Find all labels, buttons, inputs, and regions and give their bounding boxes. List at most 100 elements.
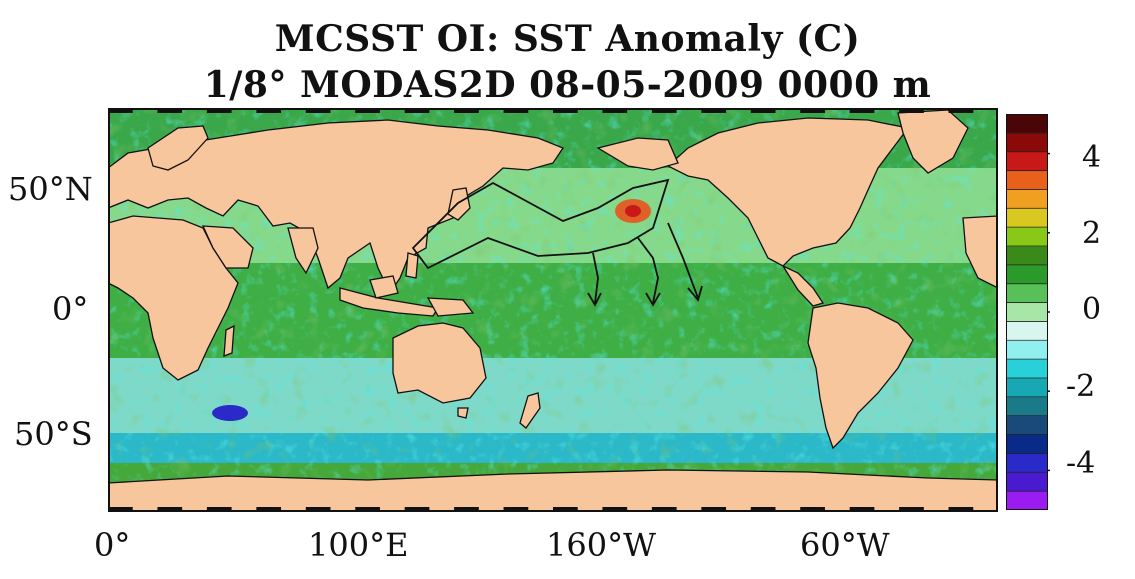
land-borneo xyxy=(369,275,399,299)
colorbar-swatch xyxy=(1006,264,1048,285)
land-indonesia xyxy=(339,287,440,317)
land-madagascar xyxy=(223,324,235,357)
border-checker-segment xyxy=(355,108,380,113)
kuroshio-path-lines xyxy=(411,178,703,307)
lon-label-60w: 60°W xyxy=(800,526,890,564)
arrowhead-1 xyxy=(587,292,602,307)
land-philippines xyxy=(405,252,419,279)
land-masses xyxy=(108,109,998,512)
colorbar-label-neg2: -2 xyxy=(1066,369,1096,404)
map-subtitle: 1/8° MODAS2D 08-05-2009 0000 m xyxy=(203,64,932,106)
colorbar-swatch xyxy=(1006,114,1048,134)
sst-anomaly-map xyxy=(108,108,998,512)
border-checker-segment xyxy=(108,507,133,512)
colorbar-swatch xyxy=(1006,453,1048,473)
land-alaska xyxy=(596,137,679,171)
border-checker-segment xyxy=(750,108,776,113)
border-checker-segment xyxy=(157,507,183,512)
border-checker-segment xyxy=(454,108,479,113)
colorbar-border xyxy=(1006,114,1048,510)
colorbar-swatch xyxy=(1006,208,1048,228)
current-arrow-1 xyxy=(592,252,599,304)
border-checker-segment xyxy=(355,507,380,512)
border-checker-segment xyxy=(651,507,677,512)
land-new-guinea xyxy=(426,297,475,317)
land-north-america xyxy=(666,117,910,267)
border-checker-segment xyxy=(899,108,924,113)
border-checker-segment xyxy=(899,507,924,512)
border-checker-segment xyxy=(701,507,727,512)
colorbar-swatch xyxy=(1006,321,1048,341)
border-checker-segment xyxy=(256,507,282,512)
border-checker-segment xyxy=(404,108,430,113)
land-central-america xyxy=(781,264,825,307)
border-checker-segment xyxy=(553,507,578,512)
land-scandinavia xyxy=(147,125,209,171)
land-india xyxy=(287,227,319,275)
border-checker-segment xyxy=(800,507,825,512)
land-arabia xyxy=(201,225,254,269)
arrowhead-3 xyxy=(687,285,703,302)
colorbar-swatch xyxy=(1006,396,1048,417)
land-africa xyxy=(108,215,239,381)
border-checker-segment xyxy=(404,507,430,512)
land-eurasia xyxy=(108,119,564,295)
land-japan xyxy=(447,187,471,221)
border-checker-segment xyxy=(108,108,133,113)
border-checker-segment xyxy=(305,507,331,512)
lon-label-100e: 100°E xyxy=(308,526,409,564)
colorbar-label-2: 2 xyxy=(1082,216,1102,251)
border-checker-segment xyxy=(553,108,578,113)
colorbar-label-0: 0 xyxy=(1082,292,1102,327)
border-checker-segment xyxy=(305,108,331,113)
colorbar-swatch xyxy=(1006,151,1048,172)
border-checker-segment xyxy=(256,108,282,113)
land-south-america xyxy=(807,302,914,450)
colorbar-label-4: 4 xyxy=(1082,140,1102,175)
colorbar-swatch xyxy=(1006,472,1048,492)
colorbar-swatch xyxy=(1006,170,1048,190)
land-australia xyxy=(392,322,487,404)
colorbar-swatch xyxy=(1006,434,1048,454)
lat-label-50n: 50°N xyxy=(8,170,93,208)
land-antarctica xyxy=(108,469,998,512)
border-checker-segment xyxy=(651,108,677,113)
current-arrow-3 xyxy=(667,222,699,299)
border-checker-segment xyxy=(157,108,183,113)
map-title: MCSST OI: SST Anomaly (C) xyxy=(274,18,861,60)
border-checker-segment xyxy=(454,507,479,512)
lon-label-160w: 160°W xyxy=(546,526,656,564)
lat-label-50s: 50°S xyxy=(14,415,93,453)
border-checker-segment xyxy=(602,108,628,113)
border-checker-segment xyxy=(948,507,974,512)
colorbar-swatch xyxy=(1006,132,1048,153)
border-checker-segment xyxy=(849,507,875,512)
colorbar-swatch xyxy=(1006,378,1048,398)
colorbar-swatch xyxy=(1006,227,1048,247)
anomaly-south-indian-cold xyxy=(212,405,248,421)
map-border-checker-top xyxy=(108,108,974,113)
anomaly-north-pacific-warm-2 xyxy=(625,205,641,217)
border-checker-segment xyxy=(602,507,628,512)
colorbar-swatch xyxy=(1006,246,1048,266)
land-africa-wrap xyxy=(962,215,998,289)
border-checker-segment xyxy=(948,108,974,113)
arrowhead-2 xyxy=(645,292,661,307)
colorbar-swatch xyxy=(1006,415,1048,436)
colorbar-swatch xyxy=(1006,340,1048,360)
border-checker-segment xyxy=(849,108,875,113)
border-checker-segment xyxy=(206,507,232,512)
map-border-checker-bottom xyxy=(108,507,974,512)
border-checker-segment xyxy=(503,507,529,512)
land-new-zealand xyxy=(519,392,541,429)
current-loop xyxy=(411,178,670,270)
colorbar-swatch xyxy=(1006,491,1048,510)
lon-label-0: 0° xyxy=(94,526,131,564)
colorbar-swatch xyxy=(1006,189,1048,209)
land-tasmania xyxy=(457,407,469,419)
colorbar-label-neg4: -4 xyxy=(1066,446,1096,481)
colorbar-swatch xyxy=(1006,302,1048,322)
border-checker-segment xyxy=(750,507,776,512)
border-checker-segment xyxy=(503,108,529,113)
colorbar-swatch xyxy=(1006,359,1048,379)
